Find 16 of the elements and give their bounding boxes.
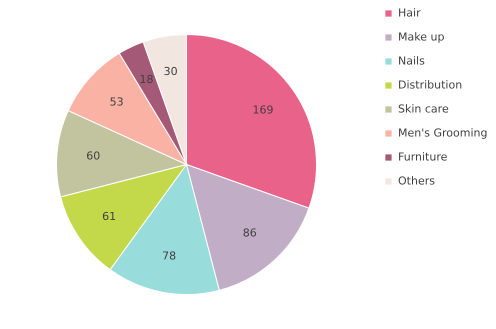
data-label: 61 <box>102 210 116 224</box>
data-label: 30 <box>164 65 178 78</box>
data-label: 53 <box>110 95 124 108</box>
legend-label: Others <box>398 174 436 188</box>
legend-label: Skin care <box>398 102 449 116</box>
legend-label: Men's Grooming <box>398 126 488 140</box>
data-label: 86 <box>242 226 257 240</box>
data-label: 18 <box>140 72 154 86</box>
legend-label: Nails <box>398 54 426 68</box>
data-label: 169 <box>252 104 274 117</box>
data-label: 78 <box>162 249 176 262</box>
legend-label: Furniture <box>398 150 448 164</box>
data-label: 60 <box>86 149 100 162</box>
legend-label: Make up <box>398 30 444 44</box>
legend-label: Distribution <box>398 78 462 92</box>
legend-label: Hair <box>398 6 422 20</box>
